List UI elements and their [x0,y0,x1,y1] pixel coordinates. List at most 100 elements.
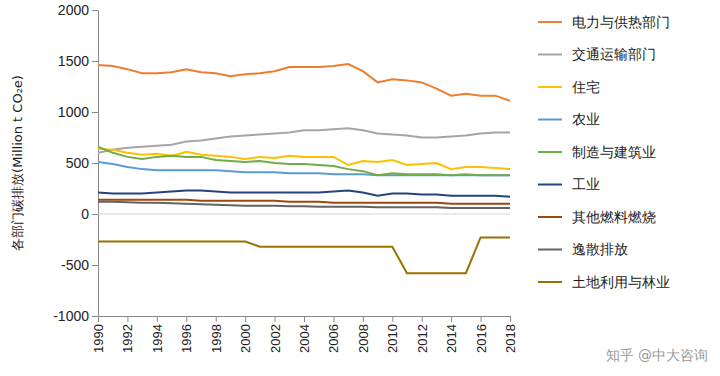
legend-label: 交通运输部门 [572,46,656,62]
x-tick-label: 1996 [179,324,194,353]
y-tick-label: -500 [61,257,89,273]
y-axis: -1000 -500 0 500 1000 1500 2000 [53,2,98,324]
y-tick-label: -1000 [53,308,89,324]
y-tick-label: 1500 [58,53,89,69]
legend-swatch [538,281,562,283]
x-tick-label: 2002 [268,324,283,353]
y-tick-mark [92,214,98,215]
y-tick-label: 2000 [58,2,89,18]
legend-swatch [538,184,562,186]
y-axis-title: 各部门碳排放(Million t CO₂e) [10,75,25,251]
x-tick-mark [481,316,482,322]
legend-label: 电力与供热部门 [572,14,670,30]
x-tick-mark [275,316,276,322]
x-tick-mark [157,316,158,322]
legend-label: 逸散排放 [572,241,628,257]
x-tick: 2016 [474,316,489,353]
legend-label: 其他燃料燃烧 [572,209,656,225]
series-line [98,191,510,197]
y-tick-mark [92,61,98,62]
x-tick-label: 2006 [326,324,341,353]
y-tick: 2000 [58,2,98,18]
y-tick: -500 [61,257,98,273]
legend-label: 农业 [572,111,600,127]
x-tick-label: 2010 [385,324,400,353]
legend-swatch [538,216,562,218]
y-tick: 0 [81,206,98,222]
series-line [98,149,510,169]
legend-label: 制造与建筑业 [572,144,656,160]
legend-label: 土地利用与林业 [572,274,670,290]
x-tick-mark [98,316,99,322]
y-tick: 1000 [58,104,98,120]
x-tick-label: 2012 [415,324,430,353]
x-tick-label: 2004 [297,324,312,353]
x-tick: 2018 [503,316,518,353]
x-tick-label: 1992 [120,324,135,353]
y-tick: 500 [66,155,98,171]
x-tick-label: 1998 [209,324,224,353]
x-tick: 2008 [356,316,371,353]
legend-swatch [538,151,562,153]
legend: 电力与供热部门交通运输部门住宅农业制造与建筑业工业其他燃料燃烧逸散排放土地利用与… [538,14,670,290]
legend-swatch [538,249,562,251]
y-tick-mark [92,163,98,164]
legend-swatch [538,54,562,56]
x-tick: 1994 [150,316,165,353]
y-tick-label: 1000 [58,104,89,120]
x-tick: 2006 [326,316,341,353]
series-line [98,202,510,208]
legend-swatch [538,86,562,88]
x-tick-mark [392,316,393,322]
y-tick-label: 0 [81,206,89,222]
x-tick: 1998 [209,316,224,353]
y-tick: -1000 [53,308,98,324]
x-tick: 2004 [297,316,312,353]
x-tick: 2010 [385,316,400,353]
x-tick: 1992 [120,316,135,353]
x-tick: 1996 [179,316,194,353]
legend-label: 工业 [572,176,600,192]
x-tick: 2002 [268,316,283,353]
x-tick-mark [216,316,217,322]
y-tick-mark [92,265,98,266]
x-tick-label: 1994 [150,324,165,353]
annotation: 知乎 @中大咨询 [606,347,708,363]
x-axis: 1990 1992 1994 1996 1998 2000 2002 2004 2006 2008… [91,316,518,353]
legend-swatch [538,119,562,121]
y-axis-line [98,11,99,317]
series-line [98,237,510,273]
x-tick: 2012 [415,316,430,353]
x-tick-label: 2016 [474,324,489,353]
x-tick-label: 1990 [91,324,106,353]
legend-label: 住宅 [571,79,600,95]
zero-line [98,214,510,215]
x-tick-mark [451,316,452,322]
x-tick-label: 2018 [503,324,518,353]
x-tick-label: 2008 [356,324,371,353]
y-tick-mark [92,112,98,113]
series-line [98,64,510,101]
x-tick: 1990 [91,316,106,353]
x-tick-mark [304,316,305,322]
x-tick-mark [422,316,423,322]
plot-area [98,64,510,273]
legend-swatch [538,21,562,23]
x-tick-mark [127,316,128,322]
series-line [98,128,510,152]
x-tick: 2014 [444,316,459,353]
y-tick-mark [92,316,98,317]
x-tick-mark [363,316,364,322]
x-tick-mark [245,316,246,322]
chart: -1000-5000500100015002000199019921994199… [0,0,720,376]
y-tick-label: 500 [66,155,90,171]
x-tick-label: 2014 [444,324,459,353]
series-line [98,147,510,176]
x-tick-mark [510,316,511,322]
x-tick: 2000 [238,316,253,353]
x-tick-mark [186,316,187,322]
x-tick-label: 2000 [238,324,253,353]
y-tick: 1500 [58,53,98,69]
y-tick-mark [92,10,98,11]
x-tick-mark [333,316,334,322]
